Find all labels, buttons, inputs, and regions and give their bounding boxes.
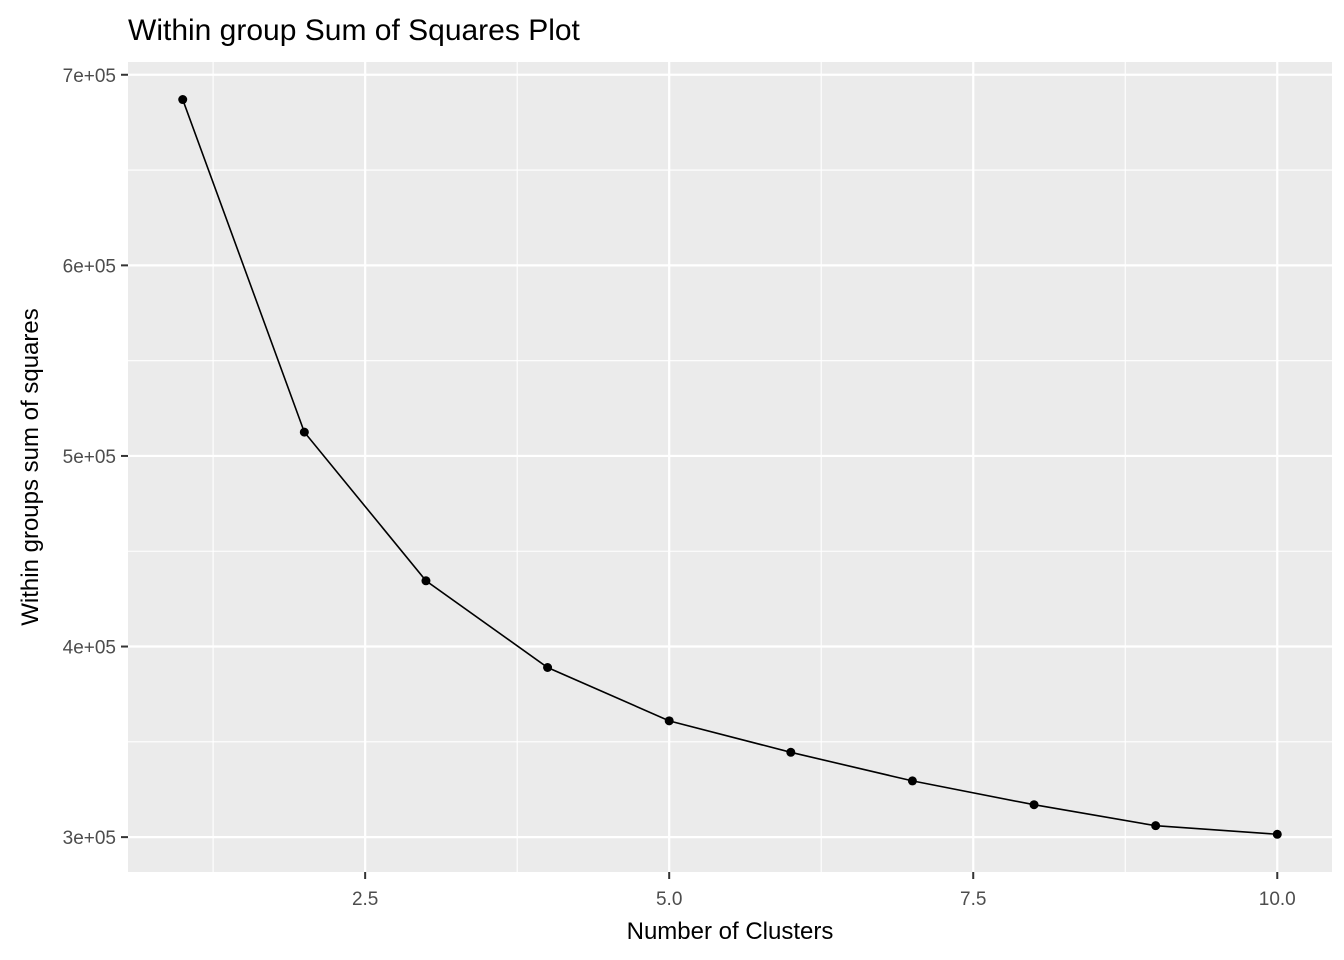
- y-tick-label: 5e+05: [63, 447, 116, 468]
- x-axis-title: Number of Clusters: [627, 918, 834, 945]
- data-point: [421, 576, 431, 586]
- y-tick-label: 7e+05: [63, 66, 116, 87]
- data-point: [1151, 821, 1161, 831]
- data-point: [178, 95, 188, 105]
- data-points: [178, 95, 1282, 839]
- x-tick-label: 7.5: [960, 889, 986, 910]
- y-tick-label: 3e+05: [63, 828, 116, 849]
- x-axis: 2.5 5.0 7.5 10.0: [352, 872, 1296, 910]
- data-point: [664, 716, 674, 726]
- x-tick-label: 10.0: [1259, 889, 1296, 910]
- y-axis-title: Within groups sum of squares: [17, 308, 44, 625]
- chart-title: Within group Sum of Squares Plot: [128, 14, 581, 47]
- y-axis: 3e+05 4e+05 5e+05 6e+05 7e+05: [63, 66, 128, 849]
- data-line: [181, 99, 1278, 836]
- x-tick-label: 2.5: [352, 889, 378, 910]
- minor-grid: [128, 62, 1332, 872]
- data-point: [1272, 829, 1282, 839]
- data-point: [786, 747, 796, 757]
- data-point: [1029, 800, 1039, 810]
- x-tick-label: 5.0: [656, 889, 682, 910]
- data-point: [907, 776, 917, 786]
- major-grid: [128, 62, 1332, 872]
- y-tick-label: 6e+05: [63, 256, 116, 277]
- series-line: [181, 99, 1278, 836]
- plot-panel: [128, 62, 1332, 872]
- data-point: [299, 427, 309, 437]
- data-point: [543, 662, 553, 672]
- y-tick-label: 4e+05: [63, 638, 116, 659]
